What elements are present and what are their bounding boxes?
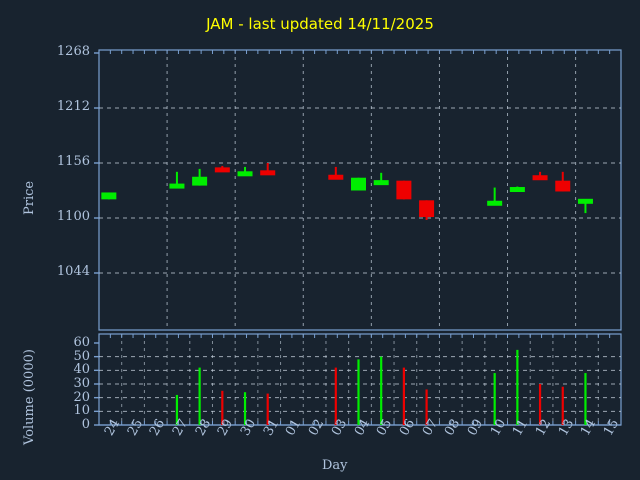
candle-body: [260, 170, 276, 176]
price-tick-label: 1044: [56, 264, 90, 279]
candle-body: [192, 176, 208, 186]
candle-body: [396, 180, 412, 200]
volume-tick-label: 40: [73, 362, 90, 378]
volume-tick-label: 20: [73, 389, 90, 405]
candle-body: [237, 171, 253, 177]
candle-body: [532, 175, 548, 181]
x-axis-title: Day: [322, 458, 348, 473]
candle-body: [351, 177, 366, 191]
candle-body: [373, 180, 389, 186]
volume-tick-label: 60: [73, 335, 90, 350]
candle-body: [577, 198, 593, 204]
candle-body: [509, 187, 525, 193]
volume-tick-label: 50: [73, 348, 90, 364]
price-tick-label: 1100: [56, 209, 90, 224]
candle-body: [328, 174, 344, 180]
price-tick-label: 1156: [56, 154, 90, 169]
chart-title: JAM - last updated 14/11/2025: [206, 15, 434, 33]
price-tick-label: 1268: [56, 44, 90, 59]
volume-tick-label: 30: [73, 376, 90, 391]
volume-tick-label: 0: [81, 417, 90, 432]
candle-body: [487, 200, 503, 206]
price-tick-label: 1212: [56, 99, 90, 114]
candle-body: [101, 192, 117, 200]
candle-body: [555, 180, 571, 192]
candle-body: [214, 167, 230, 173]
volume-tick-label: 10: [73, 403, 90, 419]
candle-body: [169, 183, 185, 189]
candle-body: [419, 200, 435, 218]
